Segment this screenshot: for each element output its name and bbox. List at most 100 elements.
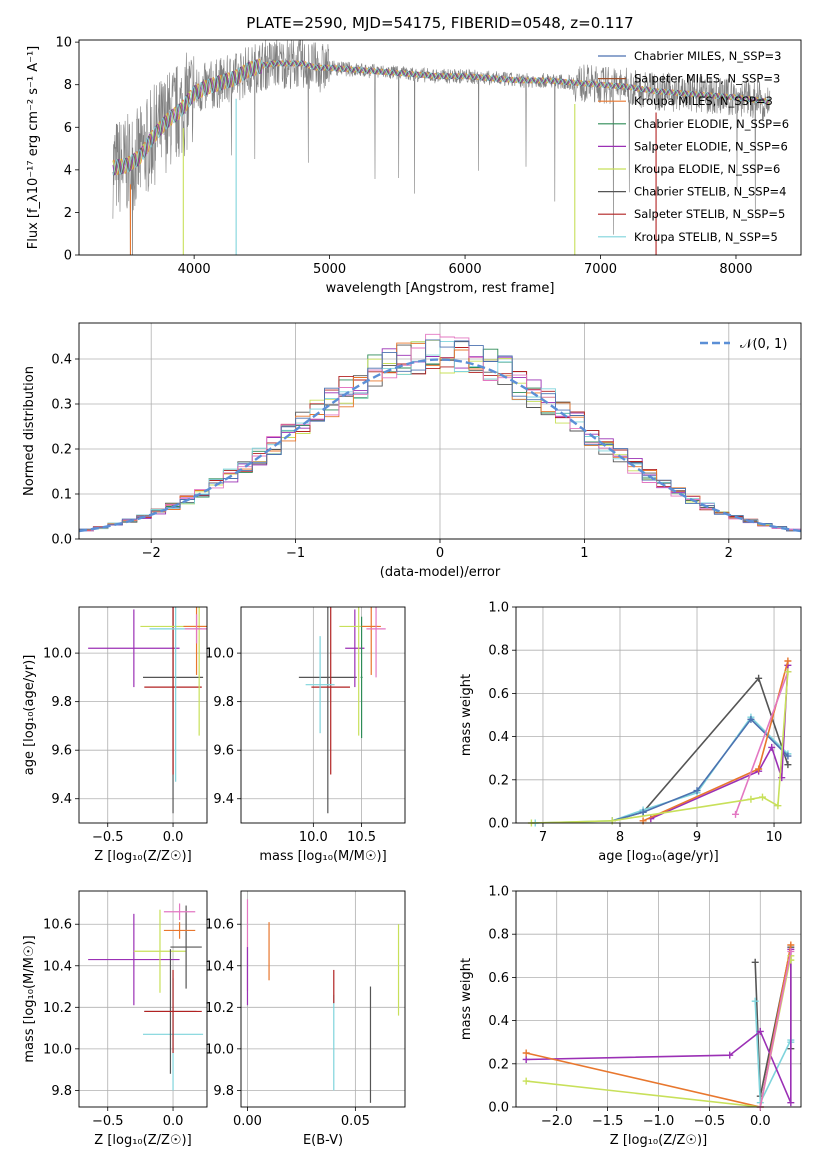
y-tick-label: 0.3 [51, 398, 72, 413]
axes-frame [515, 890, 802, 1108]
plot-area-spectrum [112, 40, 771, 255]
weight-marker [522, 1055, 530, 1063]
x-axis-label: Z [log₁₀(Z/Z☉)] [94, 849, 191, 864]
weight-line-kroupa_elodie [531, 671, 789, 824]
x-axis-label: (data-model)/error [380, 565, 501, 580]
y-tick-label: 0.4 [488, 1014, 509, 1029]
x-tick-label: 2 [725, 546, 733, 561]
y-tick-label: 1.0 [488, 601, 509, 616]
weight-line-pink [734, 671, 789, 815]
axes-frame [240, 890, 406, 1108]
weight-marker [755, 674, 763, 682]
x-tick-label: 0.0 [750, 1114, 771, 1129]
x-tick-label: 9 [693, 830, 701, 845]
y-tick-label: 10.2 [43, 1001, 72, 1016]
x-tick-label: 8000 [719, 262, 752, 277]
y-tick-label: 9.8 [51, 1084, 72, 1099]
legend-label: Chabrier MILES, N_SSP=3 [634, 49, 781, 63]
x-tick-label: 1 [580, 546, 588, 561]
weight-marker [787, 947, 795, 955]
axes-frame [78, 606, 208, 824]
y-tick-label: 9.8 [213, 695, 234, 710]
legend-label: Kroupa MILES, N_SSP=3 [634, 94, 773, 108]
axes-frame [78, 39, 802, 256]
y-tick-label: 10.4 [43, 959, 72, 974]
weight-line-chabrier_stelib [612, 676, 789, 822]
y-tick-label: 9.8 [51, 695, 72, 710]
weight-marker [768, 743, 776, 751]
y-tick-label: 0.6 [488, 971, 509, 986]
x-tick-label: −1.5 [592, 1114, 624, 1129]
x-tick-label: −0.5 [92, 830, 124, 845]
y-tick-label: 0 [64, 249, 72, 264]
plot-area-age-vs-mass [298, 607, 386, 814]
plot-area-mass-vs-Z [88, 903, 204, 1091]
panel-weight-vs-age: 7 8 9 10 0.0 0.2 0.4 0.6 0.8 1.0 age [log₁₀(age/yr… [459, 601, 802, 864]
x-tick-label: 4000 [178, 262, 211, 277]
y-tick-label: 9.4 [213, 792, 234, 807]
panel-mass-vs-ebv: 0.00 0.05 9.8 10.0 10.2 10.4 10.6 E(B-V) [205, 890, 406, 1148]
panel-mass-vs-Z: −0.5 0.0 9.8 10.0 10.2 10.4 10.6 Z [log₁₀(Z/Z☉)… [22, 890, 208, 1148]
legend-label: Kroupa STELIB, N_SSP=5 [634, 230, 778, 244]
weight-line-kroupa_stelib [535, 715, 789, 824]
x-tick-label: 7000 [584, 262, 617, 277]
x-tick-label: 10.5 [347, 830, 376, 845]
axes-frame [240, 606, 406, 824]
weight-marker [784, 752, 792, 760]
y-tick-label: 9.8 [213, 1084, 234, 1099]
x-tick-label: 5000 [313, 262, 346, 277]
y-tick-label: 10 [55, 36, 72, 51]
y-tick-label: 0.2 [51, 443, 72, 458]
y-tick-label: 10.2 [205, 1001, 234, 1016]
y-axis-label: Normed distribution [22, 366, 37, 496]
y-tick-label: 0.0 [488, 817, 509, 832]
plot-area-mass-vs-ebv [246, 899, 400, 1103]
x-axis-label: E(B-V) [303, 1133, 343, 1148]
y-tick-label: 9.4 [51, 792, 72, 807]
x-tick-label: −0.5 [694, 1114, 726, 1129]
legend-label: Salpeter ELODIE, N_SSP=6 [634, 139, 788, 153]
legend-label: Salpeter MILES, N_SSP=3 [634, 72, 780, 86]
weight-marker [693, 787, 701, 795]
y-tick-label: 0.4 [51, 353, 72, 368]
y-tick-label: 10.6 [205, 918, 234, 933]
weight-line-kroupa_miles [642, 660, 789, 822]
model-spectrum-salpeter_elodie [112, 58, 770, 176]
y-axis-label: mass [log₁₀(M/M☉)] [22, 935, 37, 1062]
weight-marker [747, 715, 755, 723]
histogram-kroupa_miles [79, 342, 801, 531]
y-axis-label: mass weight [459, 674, 474, 756]
weight-marker [774, 802, 782, 810]
y-tick-label: 0.1 [51, 488, 72, 503]
plot-area-weight-vs-Z [522, 941, 795, 1111]
y-tick-label: 0.8 [488, 644, 509, 659]
weight-marker [751, 958, 759, 966]
x-tick-label: 0.05 [341, 1114, 370, 1129]
y-tick-label: 4 [64, 163, 72, 178]
weight-line-chabrier_miles [612, 718, 789, 822]
histogram-salpeter_stelib [79, 347, 801, 532]
legend-label: Salpeter STELIB, N_SSP=5 [634, 207, 785, 221]
y-tick-label: 0.2 [488, 1057, 509, 1072]
y-tick-label: 10.0 [43, 647, 72, 662]
legend-label: Kroupa ELODIE, N_SSP=6 [634, 162, 780, 176]
x-axis-label: age [log₁₀(age/yr)] [598, 849, 719, 864]
plot-area-weight-vs-age [527, 657, 792, 827]
x-axis-label: mass [log₁₀(M/M☉)] [259, 849, 386, 864]
x-tick-label: 0.0 [163, 830, 184, 845]
x-tick-label: 8 [616, 830, 624, 845]
x-tick-label: −0.5 [92, 1114, 124, 1129]
y-tick-label: 9.6 [213, 744, 234, 759]
axes-frame [78, 322, 802, 540]
axes-frame [78, 890, 208, 1108]
legend-label: 𝒩(0, 1) [740, 337, 787, 352]
x-axis-label: Z [log₁₀(Z/Z☉)] [94, 1133, 191, 1148]
weight-marker [522, 1077, 530, 1085]
y-tick-label: 0.0 [51, 533, 72, 548]
x-tick-label: 0 [436, 546, 444, 561]
normal-curve [79, 358, 801, 533]
y-tick-label: 1.0 [488, 885, 509, 900]
x-tick-label: −1 [286, 546, 305, 561]
plot-area-age-vs-Z [88, 607, 207, 814]
